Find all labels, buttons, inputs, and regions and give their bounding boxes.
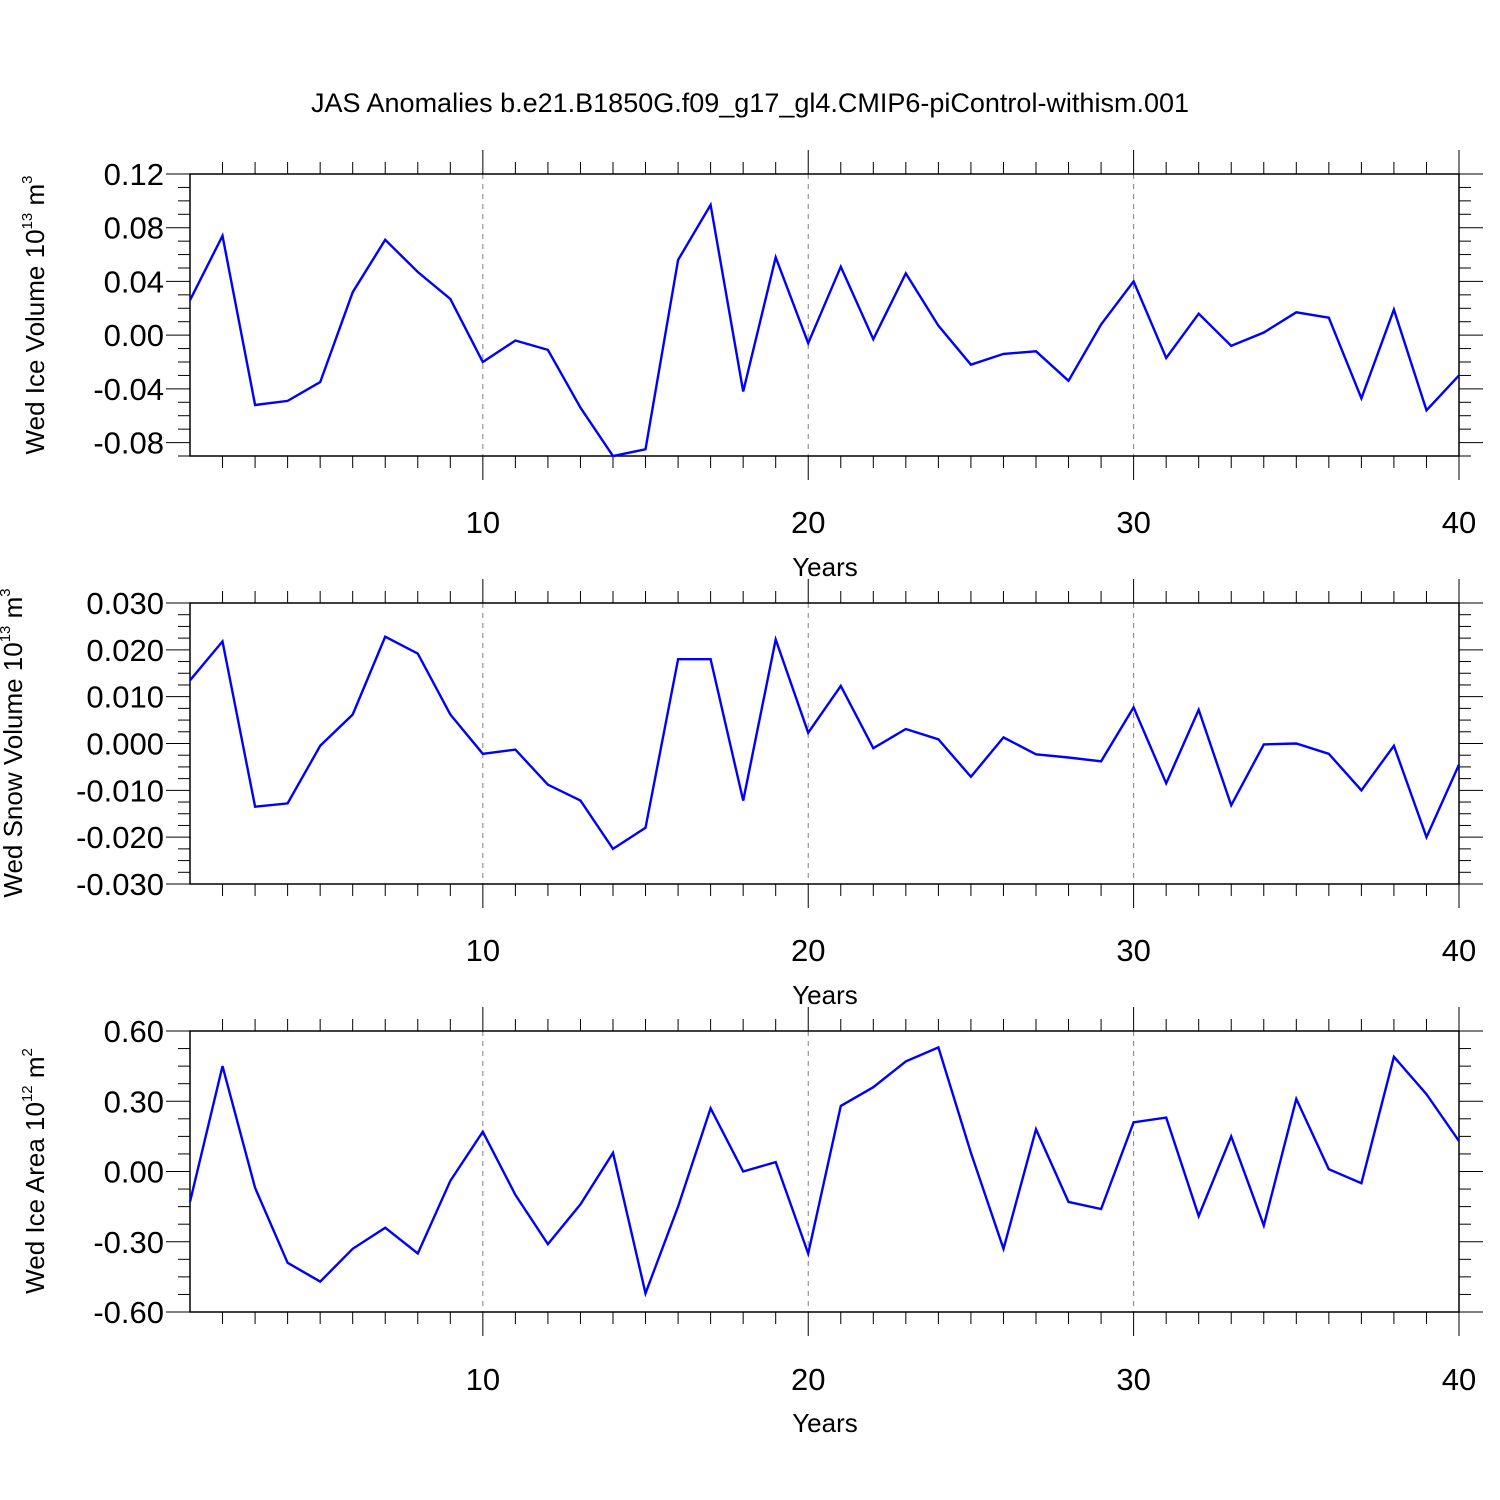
xlabel-snow-volume: Years bbox=[792, 980, 858, 1010]
plot-frame bbox=[189, 1030, 1460, 1313]
x-tick-label: 40 bbox=[1442, 1362, 1476, 1397]
ylabel-ice-area: Wed Ice Area 1012 m2 bbox=[19, 1048, 50, 1294]
x-tick-label: 10 bbox=[466, 1362, 500, 1397]
y-tick-label: -0.010 bbox=[76, 773, 164, 808]
snow-volume-panel: Wed Snow Volume 1013 m3 Years -0.030 -0.0… bbox=[0, 579, 1483, 1010]
y-tick-label: 0.08 bbox=[104, 211, 164, 246]
x-tick-label: 10 bbox=[466, 933, 500, 968]
xlabel-ice-volume: Years bbox=[792, 552, 858, 582]
y-tick-label: 0.010 bbox=[86, 680, 164, 715]
series-line bbox=[188, 201, 1460, 458]
x-tick-label: 20 bbox=[791, 505, 825, 540]
ylabel-snow-volume: Wed Snow Volume 1013 m3 bbox=[0, 588, 28, 897]
x-tick-label: 30 bbox=[1116, 505, 1150, 540]
x-tick-label: 20 bbox=[791, 1362, 825, 1397]
x-tick-label: 20 bbox=[791, 933, 825, 968]
ice-volume-panel: Wed Ice Volume 1013 m3 Years -0.08 -0.04 0… bbox=[19, 150, 1483, 582]
x-tick-label: 10 bbox=[466, 505, 500, 540]
y-tick-label: 0.000 bbox=[86, 727, 164, 762]
y-tick-label: 0.30 bbox=[104, 1084, 164, 1119]
y-tick-label: -0.04 bbox=[93, 372, 164, 407]
y-tick-label: -0.08 bbox=[93, 426, 164, 461]
y-tick-label: 0.12 bbox=[104, 157, 164, 192]
y-tick-label: 0.030 bbox=[86, 586, 164, 621]
y-tick-label: 0.020 bbox=[86, 633, 164, 668]
x-tick-label: 30 bbox=[1116, 933, 1150, 968]
series-line bbox=[188, 1045, 1460, 1298]
y-tick-label: -0.60 bbox=[93, 1295, 164, 1330]
chart-title: JAS Anomalies b.e21.B1850G.f09_g17_gl4.C… bbox=[311, 88, 1189, 118]
ice-area-panel: Wed Ice Area 1012 m2 Years -0.60 -0.30 0.0… bbox=[19, 1007, 1483, 1438]
y-tick-label: 0.00 bbox=[104, 318, 164, 353]
y-tick-label: -0.030 bbox=[76, 867, 164, 902]
y-tick-label: -0.020 bbox=[76, 820, 164, 855]
xlabel-ice-area: Years bbox=[792, 1408, 858, 1438]
y-tick-label: 0.04 bbox=[104, 264, 164, 299]
y-tick-label: 0.60 bbox=[104, 1014, 164, 1049]
plot-frame bbox=[189, 602, 1460, 885]
y-tick-label: 0.00 bbox=[104, 1155, 164, 1190]
series-line bbox=[189, 634, 1461, 851]
x-tick-label: 30 bbox=[1116, 1362, 1150, 1397]
x-tick-label: 40 bbox=[1442, 505, 1476, 540]
x-tick-label: 40 bbox=[1442, 933, 1476, 968]
ylabel-ice-volume: Wed Ice Volume 1013 m3 bbox=[19, 176, 50, 455]
y-tick-label: -0.30 bbox=[93, 1225, 164, 1260]
plot-frame bbox=[189, 173, 1460, 457]
